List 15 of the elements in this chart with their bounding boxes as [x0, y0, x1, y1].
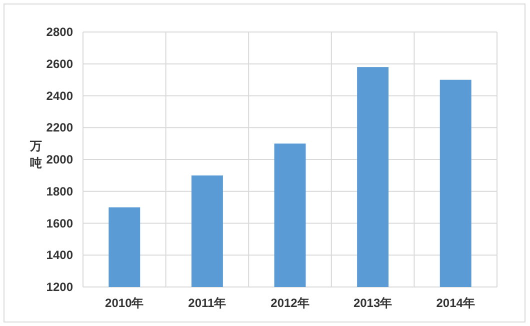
- y-tick-label: 1800: [46, 184, 74, 198]
- y-axis-title: 万吨: [29, 139, 42, 170]
- y-tick-label: 1600: [46, 216, 74, 230]
- y-tick-label: 2000: [46, 152, 74, 166]
- x-tick-label: 2011年: [188, 296, 226, 310]
- y-tick-label: 2600: [46, 56, 74, 71]
- x-tick-label: 2014年: [436, 296, 475, 310]
- y-tick-label: 1400: [46, 248, 74, 262]
- x-tick-label: 2013年: [353, 296, 392, 310]
- x-tick-label: 2010年: [105, 296, 144, 310]
- y-tick-label: 2800: [46, 25, 74, 39]
- y-tick-label: 2400: [46, 88, 74, 103]
- y-tick-label: 1200: [46, 280, 74, 294]
- y-tick-label: 2200: [46, 120, 74, 135]
- x-tick-label: 2012年: [270, 296, 310, 310]
